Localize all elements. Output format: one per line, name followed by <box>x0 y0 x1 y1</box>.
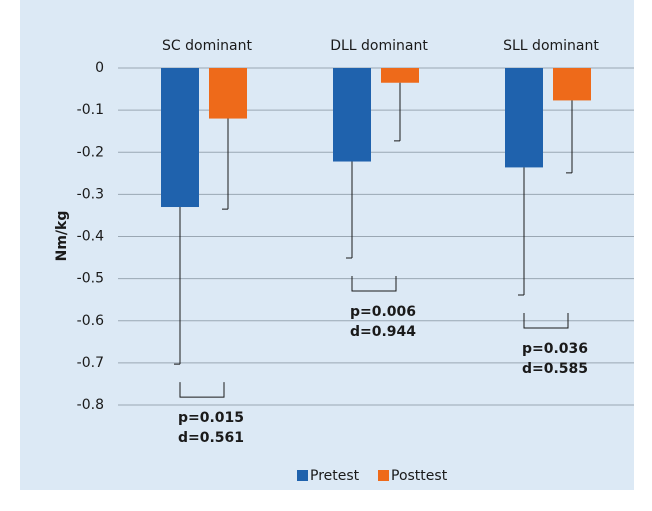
legend-swatch <box>378 470 389 481</box>
significance-bracket <box>179 382 225 398</box>
y-tick-label: -0.4 <box>77 229 104 245</box>
error-bar <box>394 82 401 142</box>
error-bar <box>346 161 353 259</box>
annotation: d=0.561 <box>178 430 244 446</box>
y-tick-label: -0.5 <box>77 271 104 287</box>
y-tick-label: -0.1 <box>77 102 104 118</box>
significance-bracket <box>523 313 569 329</box>
annotation: p=0.006 <box>350 304 416 320</box>
legend-swatch <box>297 470 308 481</box>
error-bar <box>222 118 229 210</box>
y-tick-label: -0.8 <box>77 397 104 413</box>
annotation: d=0.944 <box>350 324 416 340</box>
error-bar <box>566 100 573 174</box>
category-label: SC dominant <box>162 38 252 54</box>
bar <box>333 68 371 162</box>
y-axis-label: Nm/kg <box>54 211 70 262</box>
bar <box>553 68 591 101</box>
annotation: p=0.036 <box>522 341 588 357</box>
category-label: DLL dominant <box>330 38 428 54</box>
bar <box>381 68 419 83</box>
significance-bracket <box>351 275 397 292</box>
y-tick-label: -0.2 <box>77 144 104 160</box>
y-tick-label: -0.7 <box>77 355 104 371</box>
bar <box>505 68 543 168</box>
legend-label: Posttest <box>391 468 448 484</box>
bar <box>161 68 199 208</box>
error-bar <box>518 167 525 296</box>
y-tick-label: 0 <box>95 60 104 76</box>
bar <box>209 68 247 119</box>
y-tick-label: -0.6 <box>77 313 104 329</box>
annotation: d=0.585 <box>522 361 588 377</box>
annotation: p=0.015 <box>178 410 244 426</box>
category-label: SLL dominant <box>503 38 599 54</box>
legend-label: Pretest <box>310 468 360 484</box>
y-tick-label: -0.3 <box>77 186 104 202</box>
error-bar <box>174 207 181 365</box>
